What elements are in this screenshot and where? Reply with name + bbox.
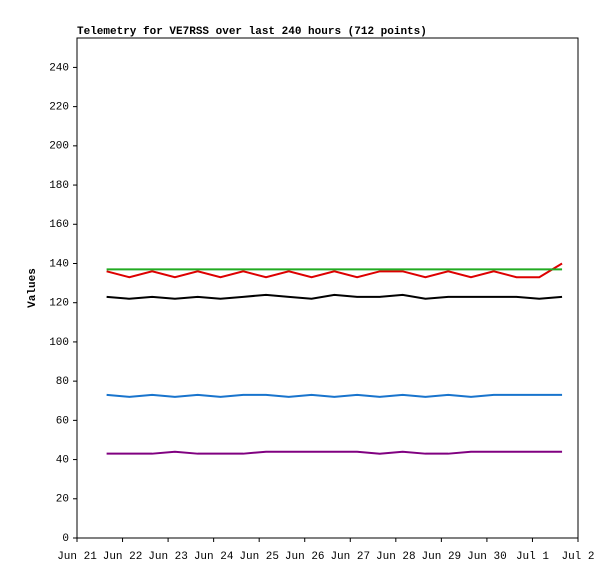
x-tick-label: Jun 21 <box>57 551 97 563</box>
x-tick-label: Jul 2 <box>561 551 594 563</box>
y-tick-label: 100 <box>49 337 69 349</box>
y-tick-label: 160 <box>49 219 69 231</box>
y-axis-label: Values <box>27 268 39 308</box>
series-line <box>106 262 563 279</box>
x-tick-label: Jun 28 <box>376 551 416 563</box>
y-tick-label: 40 <box>56 454 69 466</box>
y-tick-label: 200 <box>49 141 69 153</box>
y-tick-label: 140 <box>49 258 69 270</box>
x-tick-label: Jul 1 <box>516 551 549 563</box>
y-tick-label: 240 <box>49 62 69 74</box>
y-tick-label: 180 <box>49 180 69 192</box>
y-tick-label: 220 <box>49 102 69 114</box>
x-tick-label: Jun 30 <box>467 551 507 563</box>
x-tick-label: Jun 22 <box>103 551 143 563</box>
y-tick-label: 60 <box>56 415 69 427</box>
x-tick-label: Jun 26 <box>285 551 325 563</box>
series-line <box>106 293 563 300</box>
x-tick-label: Jun 27 <box>330 551 370 563</box>
y-tick-label: 80 <box>56 376 69 388</box>
y-tick-label: 120 <box>49 298 69 310</box>
x-tick-label: Jun 24 <box>194 551 234 563</box>
x-tick-label: Jun 29 <box>422 551 462 563</box>
y-tick-label: 0 <box>62 533 69 545</box>
x-tick-label: Jun 25 <box>239 551 279 563</box>
series-line <box>106 393 563 398</box>
x-tick-label: Jun 23 <box>148 551 188 563</box>
chart-title: Telemetry for VE7RSS over last 240 hours… <box>77 26 427 38</box>
y-tick-label: 20 <box>56 494 69 506</box>
series-line <box>106 450 563 455</box>
plot-frame <box>76 37 579 539</box>
